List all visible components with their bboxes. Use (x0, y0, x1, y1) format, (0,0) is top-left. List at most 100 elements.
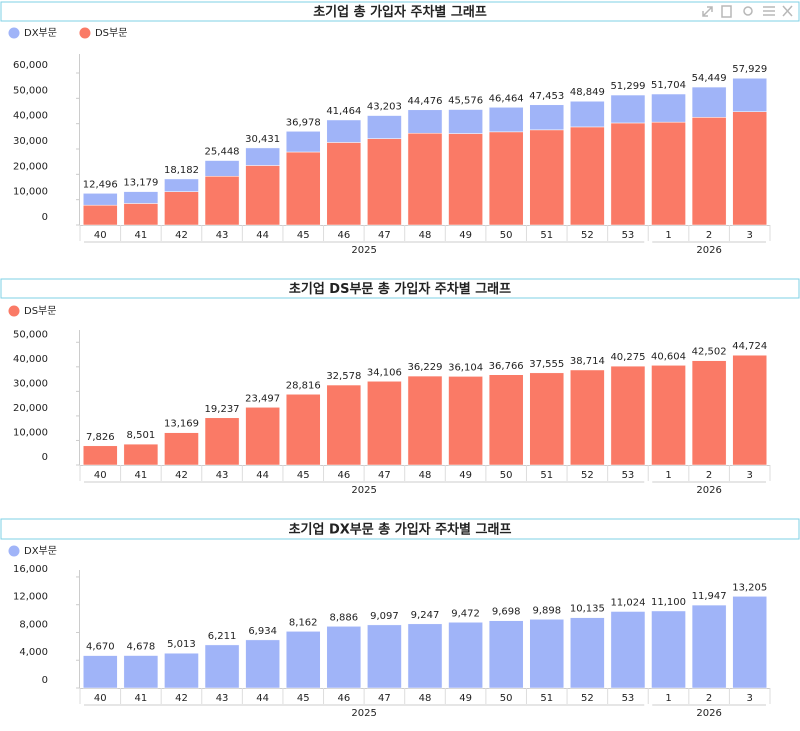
bar (164, 178, 199, 192)
y-tick-label: 30,000 (13, 378, 48, 389)
legend-marker (8, 27, 20, 39)
data-label: 36,766 (489, 361, 524, 372)
bar (651, 93, 686, 123)
bar (204, 176, 240, 226)
chart-title: 초기업 DX부문 총 가입자 주차별 그래프 (289, 522, 512, 538)
data-label: 11,024 (610, 597, 645, 608)
bar (82, 193, 118, 206)
x-tick-label: 1 (665, 230, 671, 241)
data-label: 9,097 (370, 611, 399, 622)
y-tick-label: 8,000 (19, 619, 48, 630)
bar (610, 611, 646, 689)
x-tick-label: 44 (256, 693, 269, 704)
x-tick-label: 3 (747, 470, 753, 481)
y-tick-label: 30,000 (13, 136, 48, 147)
expand-icon[interactable] (702, 6, 713, 17)
data-label: 6,211 (208, 631, 237, 642)
bar (123, 655, 159, 689)
bar (651, 365, 686, 466)
y-tick-label: 60,000 (13, 60, 48, 71)
x-tick-label: 47 (378, 470, 391, 481)
y-tick-label: 20,000 (13, 403, 48, 414)
total-label: 57,929 (732, 64, 767, 75)
settings-icon[interactable] (743, 6, 753, 16)
y-tick-label: 0 (42, 452, 48, 463)
data-label: 13,169 (164, 419, 199, 430)
total-label: 54,449 (692, 73, 727, 84)
bar (610, 122, 646, 226)
x-tick-label: 2 (706, 230, 712, 241)
bar (326, 142, 362, 226)
bar (529, 372, 565, 466)
doc-icon[interactable] (721, 5, 732, 18)
x-tick-label: 48 (419, 230, 432, 241)
bar (326, 384, 362, 466)
x-tick-label: 45 (297, 693, 310, 704)
bar (488, 620, 524, 689)
total-label: 36,978 (286, 117, 321, 128)
x-tick-label: 41 (135, 470, 148, 481)
data-label: 23,497 (245, 393, 280, 404)
data-label: 9,472 (451, 608, 480, 619)
total-label: 46,464 (489, 93, 524, 104)
bar (326, 626, 362, 689)
total-label: 41,464 (326, 106, 361, 117)
bar (326, 119, 362, 143)
chart-header (0, 518, 800, 540)
x-tick-label: 50 (500, 230, 513, 241)
total-label: 44,476 (408, 96, 443, 107)
y-tick-label: 16,000 (13, 564, 48, 575)
x-tick-label: 3 (747, 230, 753, 241)
y-tick-label: 10,000 (13, 187, 48, 198)
legend-marker (8, 305, 20, 317)
close-icon[interactable] (782, 5, 793, 17)
bar (245, 407, 280, 466)
x-tick-label: 42 (175, 693, 188, 704)
chart-header (0, 278, 800, 299)
bar (732, 354, 768, 466)
group-label: 2025 (351, 245, 376, 256)
x-tick-label: 47 (378, 693, 391, 704)
list-icon[interactable] (763, 6, 775, 16)
bar (448, 133, 483, 226)
bar (529, 129, 565, 226)
bar (570, 617, 605, 689)
x-tick-label: 53 (622, 230, 635, 241)
data-label: 4,678 (127, 642, 156, 653)
y-tick-label: 10,000 (13, 427, 48, 438)
x-tick-label: 47 (378, 230, 391, 241)
group-label: 2025 (351, 485, 376, 496)
data-label: 9,698 (492, 607, 521, 618)
legend-marker (8, 545, 20, 557)
bar (407, 623, 443, 689)
total-label: 43,203 (367, 102, 402, 113)
x-tick-label: 48 (419, 470, 432, 481)
x-tick-label: 49 (459, 230, 472, 241)
x-tick-label: 45 (297, 230, 310, 241)
data-label: 40,604 (651, 351, 686, 362)
bar (123, 203, 159, 226)
x-tick-label: 40 (94, 230, 107, 241)
y-tick-label: 20,000 (13, 161, 48, 172)
bar (204, 417, 240, 466)
total-label: 13,179 (123, 178, 158, 189)
chart-header (0, 1, 800, 22)
x-tick-label: 53 (622, 470, 635, 481)
y-tick-label: 0 (42, 212, 48, 223)
x-tick-label: 1 (665, 693, 671, 704)
x-tick-label: 43 (216, 693, 229, 704)
bar (732, 596, 768, 689)
bar (529, 619, 565, 689)
y-tick-label: 50,000 (13, 329, 48, 340)
bar (367, 138, 402, 226)
legend-label: DX부문 (24, 27, 57, 39)
x-tick-label: 41 (135, 693, 148, 704)
data-label: 11,947 (692, 591, 727, 602)
total-label: 25,448 (205, 147, 240, 158)
data-label: 8,886 (330, 612, 359, 623)
total-label: 45,576 (448, 96, 483, 107)
bar (610, 365, 646, 466)
data-label: 4,670 (86, 642, 115, 653)
group-label: 2026 (696, 485, 721, 496)
x-tick-label: 2 (706, 693, 712, 704)
